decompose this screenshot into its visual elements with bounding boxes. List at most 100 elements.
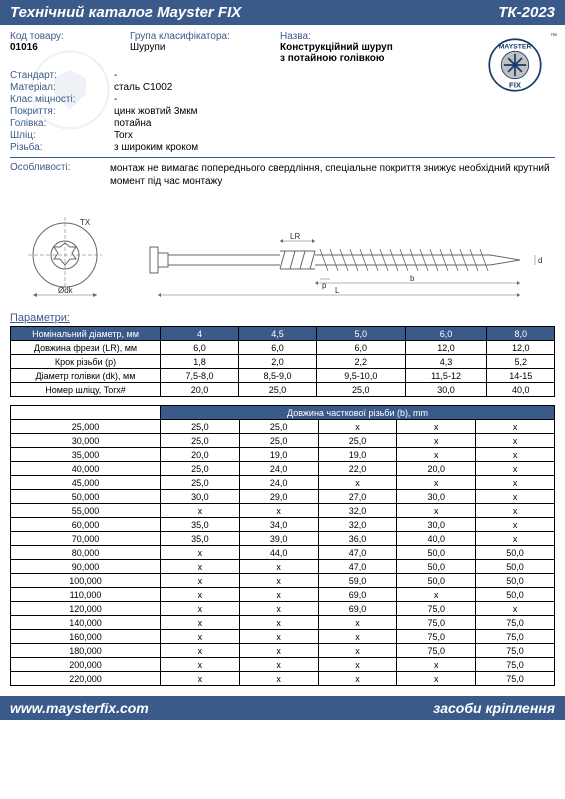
t2-cell: x <box>397 658 476 672</box>
t2-row-label: 100,000 <box>11 574 161 588</box>
t2-cell: 69,0 <box>318 588 397 602</box>
t2-row-label: 25,000 <box>11 420 161 434</box>
t2-cell: 36,0 <box>318 532 397 546</box>
header-right: ТК-2023 <box>498 4 555 21</box>
t2-cell: 75,0 <box>397 630 476 644</box>
t2-cell: 39,0 <box>239 532 318 546</box>
t2-cell: x <box>476 462 555 476</box>
t2-cell: x <box>318 616 397 630</box>
t2-cell: x <box>397 434 476 448</box>
t2-cell: 47,0 <box>318 560 397 574</box>
t2-row-label: 30,000 <box>11 434 161 448</box>
t2-row-label: 110,000 <box>11 588 161 602</box>
t2-cell: 24,0 <box>239 462 318 476</box>
feature-text: монтаж не вимагає попереднього свердлінн… <box>110 162 555 188</box>
t2-cell: x <box>161 616 240 630</box>
t2-cell: 40,0 <box>397 532 476 546</box>
t1-cell: 2,0 <box>239 355 317 369</box>
t1-cell: 9,5-10,0 <box>317 369 406 383</box>
t2-cell: x <box>476 420 555 434</box>
t1-cell: 8,5-9,0 <box>239 369 317 383</box>
t2-cell: 30,0 <box>161 490 240 504</box>
feature-row: Особливості: монтаж не вимагає попереднь… <box>10 162 555 188</box>
info-section: MAYSTER FIX ™ Код товару: 01016 Група кл… <box>0 25 565 192</box>
t2-row-label: 180,000 <box>11 644 161 658</box>
t2-cell: 25,0 <box>239 420 318 434</box>
t2-cell: x <box>239 602 318 616</box>
group-value: Шурупи <box>130 42 260 53</box>
svg-text:p: p <box>322 281 327 290</box>
t2-cell: x <box>239 560 318 574</box>
t2-cell: 19,0 <box>318 448 397 462</box>
t2-row-label: 55,000 <box>11 504 161 518</box>
t2-cell: x <box>161 672 240 686</box>
t2-cell: x <box>239 588 318 602</box>
t2-cell: x <box>161 546 240 560</box>
spec-value: Torx <box>114 130 133 141</box>
t2-cell: x <box>239 658 318 672</box>
footer-right: засоби кріплення <box>433 700 555 716</box>
group-label: Група класифікатора: <box>130 31 230 42</box>
spec-label: Покриття: <box>10 106 110 117</box>
t2-cell: x <box>318 420 397 434</box>
t2-cell: x <box>397 448 476 462</box>
t2-row-label: 140,000 <box>11 616 161 630</box>
t2-cell: 75,0 <box>397 644 476 658</box>
footer-bar: www.maysterfix.com засоби кріплення <box>0 696 565 720</box>
t2-cell: x <box>397 476 476 490</box>
t2-cell: 25,0 <box>239 434 318 448</box>
header-bar: Технічний каталог Mayster FIX ТК-2023 <box>0 0 565 25</box>
t2-row-label: 45,000 <box>11 476 161 490</box>
t1-row-label: Довжина фрези (LR), мм <box>11 341 161 355</box>
t1-cell: 12,0 <box>487 341 555 355</box>
t2-cell: 75,0 <box>476 658 555 672</box>
t2-cell: x <box>318 644 397 658</box>
code-label: Код товару: <box>10 31 110 42</box>
svg-text:LR: LR <box>290 232 300 241</box>
screw-diagram: TX Ødk <box>10 207 555 302</box>
t2-cell: 50,0 <box>476 574 555 588</box>
divider <box>10 157 555 158</box>
spec-label: Голівка: <box>10 118 110 129</box>
spec-label: Стандарт: <box>10 70 110 81</box>
t1-cell: 6,0 <box>239 341 317 355</box>
code-value: 01016 <box>10 42 110 53</box>
t2-cell: 59,0 <box>318 574 397 588</box>
t2-row-label: 200,000 <box>11 658 161 672</box>
t1-cell: 2,2 <box>317 355 406 369</box>
t2-cell: 25,0 <box>161 462 240 476</box>
t2-cell: x <box>397 504 476 518</box>
t1-header: 5,0 <box>317 327 406 341</box>
t2-cell: 75,0 <box>397 602 476 616</box>
svg-text:L: L <box>335 286 340 295</box>
t1-header: Номінальний діаметр, мм <box>11 327 161 341</box>
t2-cell: x <box>161 574 240 588</box>
t1-cell: 20,0 <box>161 383 239 397</box>
t2-cell: x <box>318 672 397 686</box>
spec-value: цинк жовтий 3мкм <box>114 106 198 117</box>
spec-label: Клас міцності: <box>10 94 110 105</box>
t2-cell: x <box>397 588 476 602</box>
t2-row-label: 60,000 <box>11 518 161 532</box>
t2-cell: x <box>239 504 318 518</box>
t2-cell: x <box>476 532 555 546</box>
t2-cell: 69,0 <box>318 602 397 616</box>
t2-cell: 25,0 <box>161 434 240 448</box>
spec-value: - <box>114 94 117 105</box>
t2-cell: x <box>476 518 555 532</box>
t2-cell: 50,0 <box>397 560 476 574</box>
t2-cell: 30,0 <box>397 518 476 532</box>
t2-cell: x <box>476 490 555 504</box>
t2-cell: x <box>161 504 240 518</box>
t2-cell: 50,0 <box>397 574 476 588</box>
t2-row-label: 50,000 <box>11 490 161 504</box>
length-table: Номінальна довжина, мм Довжина часткової… <box>10 405 555 686</box>
t2-cell: 75,0 <box>476 630 555 644</box>
t2-cell: 24,0 <box>239 476 318 490</box>
t2-cell: x <box>161 560 240 574</box>
t2-row-label: 70,000 <box>11 532 161 546</box>
t2-cell: x <box>318 658 397 672</box>
t2-cell: x <box>397 672 476 686</box>
t2-cell: 32,0 <box>318 504 397 518</box>
t2-cell: 25,0 <box>318 434 397 448</box>
